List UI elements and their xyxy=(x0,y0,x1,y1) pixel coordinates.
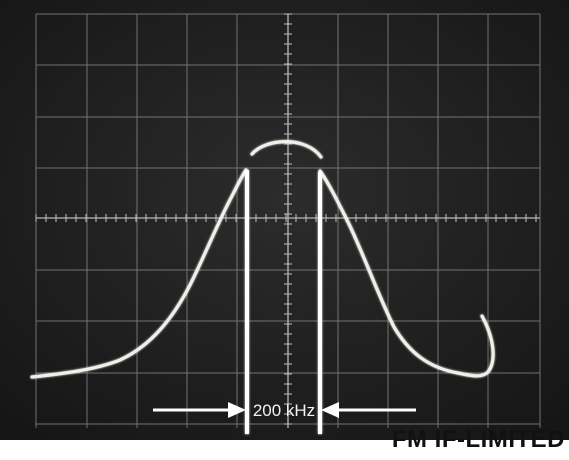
figure-caption: FM IF-LIMITED xyxy=(391,426,565,453)
bandwidth-label: 200 kHz xyxy=(253,401,315,420)
trace-left-skirt xyxy=(30,168,248,379)
oscilloscope-screen: 200 kHz xyxy=(0,0,569,440)
trace-peak-cap xyxy=(250,140,323,159)
trace-right-skirt xyxy=(318,169,495,378)
bandwidth-dimension xyxy=(153,402,416,418)
dimension-arrow-left-head xyxy=(228,402,246,418)
graticule-minor-ticks xyxy=(35,13,537,425)
dimension-arrow-right-head xyxy=(321,402,339,418)
frequency-marker-pips xyxy=(245,170,322,434)
response-trace xyxy=(30,140,495,379)
